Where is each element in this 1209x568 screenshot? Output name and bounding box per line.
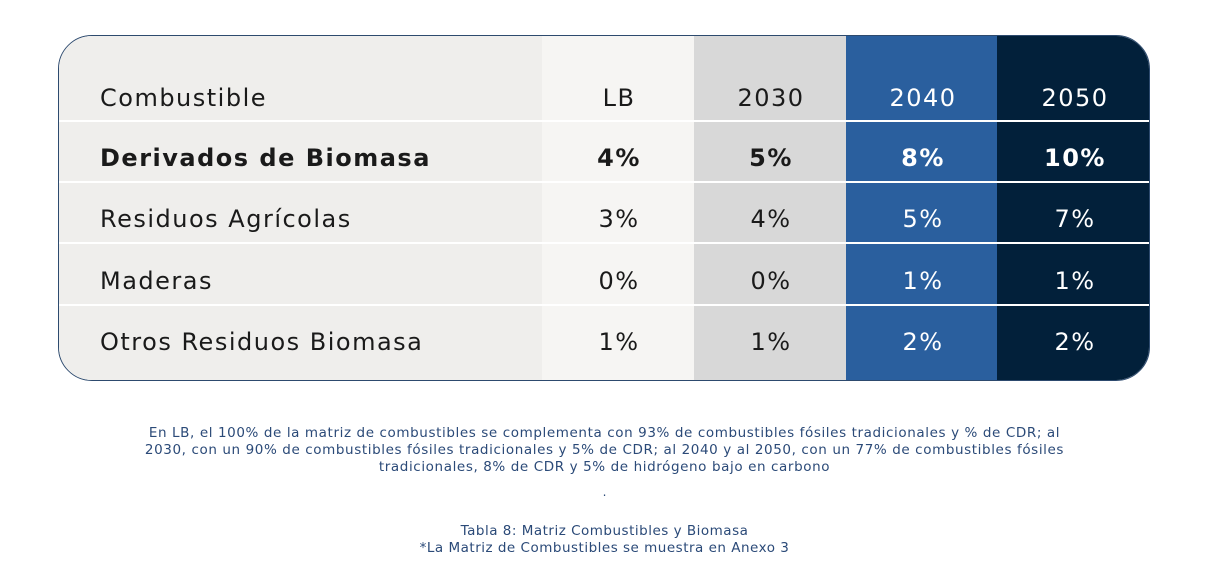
footnote-paragraph: En LB, el 100% de la matriz de combustib… (40, 425, 1169, 476)
footnote-line: tradicionales, 8% de CDR y 5% de hidróge… (378, 459, 831, 475)
cell-2030: 4% (750, 205, 792, 233)
cell-2050: 1% (1054, 267, 1096, 295)
row-divider (59, 242, 1149, 244)
cell-2040: 5% (902, 205, 944, 233)
cell-lb: 3% (598, 205, 640, 233)
table-row-residuos-agricolas: Residuos Agrícolas 3% 4% 5% 7% (59, 189, 1149, 249)
cell-lb: 4% (597, 144, 641, 172)
caption-title: Tabla 8: Matriz Combustibles y Biomasa (460, 523, 749, 539)
row-divider (59, 181, 1149, 183)
cell-2030: 5% (749, 144, 793, 172)
row-label: Maderas (100, 267, 213, 295)
cell-2030: 1% (750, 328, 792, 356)
header-2040: 2040 (889, 84, 957, 112)
row-divider (59, 304, 1149, 306)
column-2040 (845, 36, 998, 380)
cell-lb: 1% (598, 328, 640, 356)
cell-2040: 8% (901, 144, 945, 172)
table-row-maderas: Maderas 0% 0% 1% 1% (59, 251, 1149, 311)
cell-lb: 0% (598, 267, 640, 295)
cell-2050: 10% (1044, 144, 1106, 172)
lb-column (542, 36, 694, 380)
header-2030: 2030 (737, 84, 805, 112)
table-caption: Tabla 8: Matriz Combustibles y Biomasa *… (0, 523, 1209, 557)
header-fuel: Combustible (100, 84, 268, 112)
caption-subtitle: *La Matriz de Combustibles se muestra en… (419, 540, 790, 556)
cell-2040: 2% (902, 328, 944, 356)
label-column (59, 36, 543, 380)
row-divider (59, 120, 1149, 122)
column-2050 (997, 36, 1149, 380)
table-header-row: Combustible LB 2030 2040 2050 (59, 68, 1149, 128)
footnote-dot: . (602, 485, 607, 499)
table-rows: Combustible LB 2030 2040 2050 Derivados … (59, 36, 1149, 380)
table-row-derivados: Derivados de Biomasa 4% 5% 8% 10% (59, 128, 1149, 188)
cell-2050: 7% (1054, 205, 1096, 233)
fuel-matrix-table: Combustible LB 2030 2040 2050 Derivados … (58, 35, 1150, 381)
table-row-otros-residuos: Otros Residuos Biomasa 1% 1% 2% 2% (59, 312, 1149, 372)
footnote-line: En LB, el 100% de la matriz de combustib… (148, 425, 1061, 441)
column-2030 (693, 36, 846, 380)
cell-2040: 1% (902, 267, 944, 295)
row-label: Otros Residuos Biomasa (100, 328, 424, 356)
footnote-line: 2030, con un 90% de combustibles fósiles… (144, 442, 1065, 458)
cell-2030: 0% (750, 267, 792, 295)
row-label: Derivados de Biomasa (100, 144, 431, 172)
cell-2050: 2% (1054, 328, 1096, 356)
header-lb: LB (602, 84, 636, 112)
row-label: Residuos Agrícolas (100, 205, 352, 233)
header-2050: 2050 (1041, 84, 1109, 112)
